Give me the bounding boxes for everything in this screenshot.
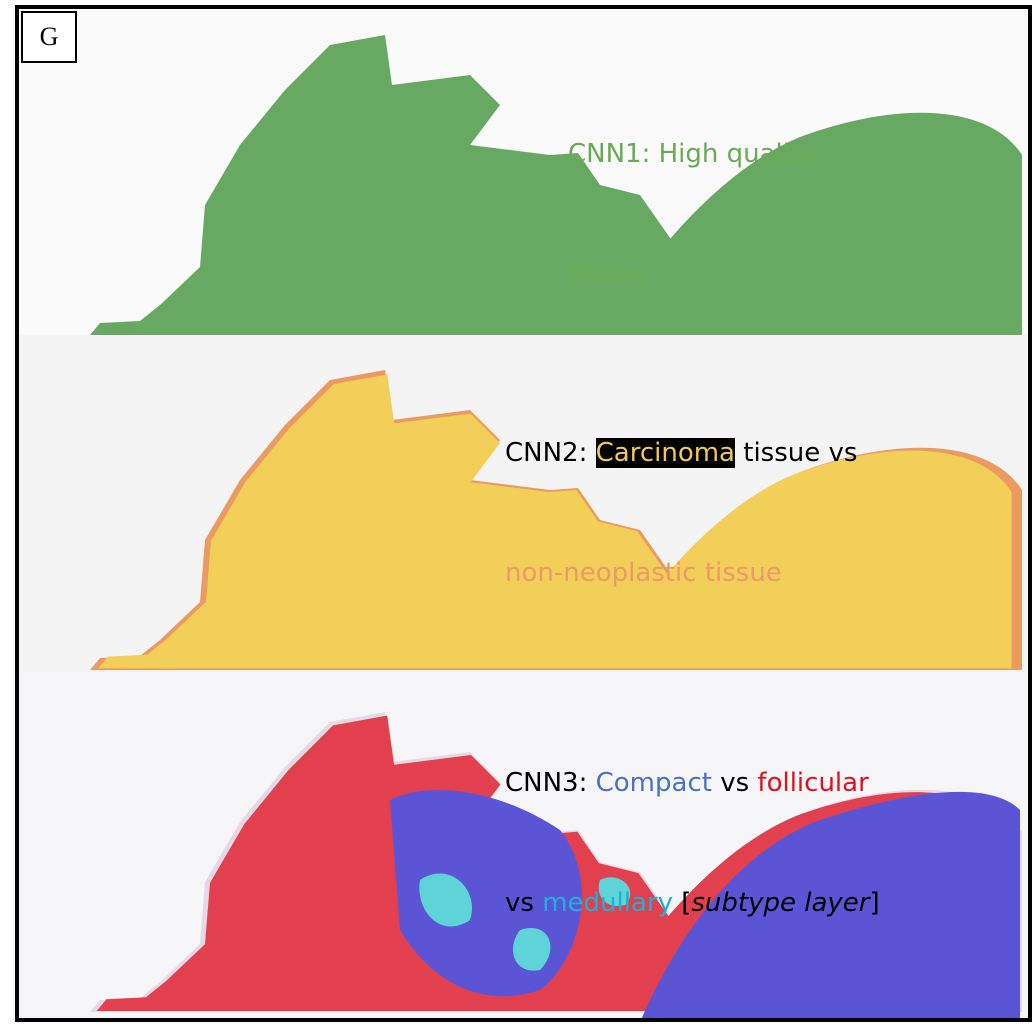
caption-carcinoma: Carcinoma [596,438,735,468]
caption-text: vs [712,768,757,798]
caption-medullary: medullary [542,888,673,918]
caption: CNN3: Compact vs follicular vs medullary… [505,683,880,963]
caption-text: tissue [568,259,645,289]
caption-compact: Compact [596,768,712,798]
caption-text: CNN2: [505,438,596,468]
caption-line: CNN2: Carcinoma tissue vs [505,433,857,473]
caption-line: CNN3: Compact vs follicular [505,763,880,803]
caption-line: CNN1: High quality [568,134,816,174]
caption-text: CNN1: High quality [568,139,816,169]
caption-italic: subtype layer [691,888,869,918]
caption-text: CNN3: [505,768,596,798]
caption: CNN2: Carcinoma tissue vs non-neoplastic… [505,353,857,633]
caption-text: ] [870,888,880,918]
caption-line: vs medullary [subtype layer] [505,883,880,923]
caption-non-neoplastic: non-neoplastic tissue [505,558,782,588]
figure-panel: G CNN1: High quality tissue CNN2: Carcin… [0,0,1036,1026]
panel-label: G [21,11,77,63]
caption-follicular: follicular [757,768,868,798]
caption: CNN1: High quality tissue [568,54,816,334]
caption-line: non-neoplastic tissue [505,553,857,593]
caption-text: tissue vs [735,438,857,468]
caption-text: vs [505,888,542,918]
caption-text: [ [673,888,691,918]
caption-line: tissue [568,254,816,294]
